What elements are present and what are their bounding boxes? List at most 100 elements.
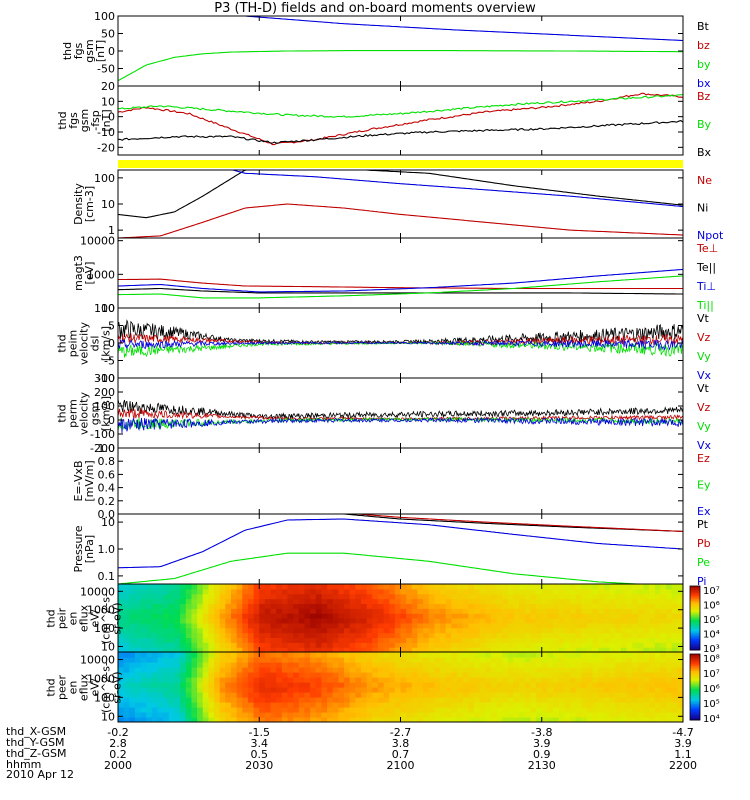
- heatmap-cell: [118, 677, 125, 683]
- heatmap-cell: [281, 692, 289, 698]
- heatmap-cell: [575, 712, 582, 718]
- heatmap-cell: [163, 593, 170, 600]
- heatmap-cell: [163, 613, 170, 619]
- heatmap-cell: [332, 632, 339, 639]
- heatmap-cell: [360, 637, 368, 643]
- heatmap-cell: [626, 593, 633, 600]
- heatmap-cell: [163, 657, 170, 663]
- heatmap-cell: [496, 588, 503, 595]
- heatmap-cell: [236, 608, 243, 614]
- heatmap-cell: [603, 632, 611, 639]
- heatmap-cell: [507, 608, 515, 614]
- heatmap-cell: [174, 627, 181, 634]
- heatmap-cell: [394, 618, 402, 624]
- heatmap-cell: [626, 687, 633, 693]
- heatmap-cell: [151, 692, 159, 698]
- heatmap-cell: [586, 687, 594, 693]
- ephemeris-value: 3.9: [674, 737, 692, 750]
- heatmap-cell: [598, 692, 605, 698]
- heatmap-cell: [530, 613, 537, 619]
- heatmap-cell: [479, 687, 486, 693]
- heatmap-cell: [310, 622, 317, 629]
- heatmap-cell: [163, 588, 170, 595]
- heatmap-cell: [451, 717, 458, 722]
- heatmap-cell: [553, 712, 560, 718]
- heatmap-cell: [219, 613, 226, 619]
- heatmap-cell: [603, 647, 611, 652]
- heatmap-cell: [457, 667, 464, 673]
- heatmap-cell: [185, 593, 193, 600]
- heatmap-cell: [151, 652, 159, 658]
- heatmap-cell: [440, 642, 447, 648]
- heatmap-cell: [620, 584, 628, 590]
- series-line-Vt-0: [118, 319, 683, 345]
- heatmap-cell: [496, 647, 503, 652]
- heatmap-cell: [666, 697, 673, 703]
- heatmap-cell: [293, 584, 300, 590]
- heatmap-cell: [231, 627, 238, 634]
- heatmap-cell: [649, 677, 656, 683]
- legend-entry: Bt: [697, 20, 710, 33]
- heatmap-cell: [440, 657, 447, 663]
- heatmap-cell: [264, 702, 272, 708]
- heatmap-cell: [586, 717, 594, 722]
- heatmap-cell: [457, 717, 464, 722]
- heatmap-cell: [208, 603, 215, 609]
- heatmap-cell: [383, 667, 390, 673]
- heatmap-cell: [383, 637, 390, 643]
- heatmap-cell: [643, 692, 650, 698]
- legend-entry: Vt: [697, 382, 710, 395]
- heatmap-cell: [423, 632, 430, 639]
- heatmap-cell: [298, 707, 306, 713]
- heatmap-cell: [666, 702, 673, 708]
- heatmap-cell: [632, 677, 639, 683]
- heatmap-cell: [293, 677, 300, 683]
- heatmap-cell: [310, 618, 317, 624]
- legend-entry: Vz: [697, 331, 711, 344]
- heatmap-cell: [349, 608, 356, 614]
- heatmap-cell: [620, 627, 628, 634]
- heatmap-cell: [417, 667, 424, 673]
- heatmap-cell: [123, 588, 130, 595]
- heatmap-cell: [581, 618, 588, 624]
- heatmap-cell: [666, 603, 673, 609]
- heatmap-cell: [389, 603, 396, 609]
- heatmap-cell: [287, 593, 294, 600]
- heatmap-cell: [406, 677, 413, 683]
- heatmap-cell: [366, 687, 373, 693]
- heatmap-cell: [281, 603, 289, 609]
- heatmap-cell: [564, 588, 571, 595]
- heatmap-cell: [270, 682, 277, 688]
- heatmap-cell: [157, 652, 164, 658]
- heatmap-cell: [547, 697, 554, 703]
- heatmap-cell: [264, 647, 272, 652]
- heatmap-cell: [468, 702, 475, 708]
- heatmap-cell: [400, 627, 407, 634]
- heatmap-cell: [236, 697, 243, 703]
- heatmap-cell: [129, 647, 136, 652]
- y-tick-label: 100: [94, 302, 115, 315]
- heatmap-cell: [146, 662, 153, 668]
- heatmap-cell: [276, 697, 283, 703]
- heatmap-cell: [654, 672, 661, 678]
- heatmap-cell: [547, 692, 554, 698]
- heatmap-cell: [462, 632, 469, 639]
- heatmap-cell: [338, 598, 345, 605]
- colorbar-cell: [690, 643, 700, 646]
- heatmap-cell: [428, 608, 435, 614]
- heatmap-cell: [332, 637, 339, 643]
- heatmap-cell: [626, 647, 633, 652]
- heatmap-cell: [524, 662, 532, 668]
- heatmap-cell: [191, 603, 198, 609]
- heatmap-cell: [315, 702, 322, 708]
- heatmap-cell: [389, 702, 396, 708]
- heatmap-cell: [338, 677, 345, 683]
- heatmap-cell: [338, 622, 345, 629]
- heatmap-cell: [502, 593, 509, 600]
- heatmap-cell: [129, 712, 136, 718]
- heatmap-cell: [236, 642, 243, 648]
- heatmap-cell: [519, 584, 526, 590]
- heatmap-cell: [242, 662, 249, 668]
- heatmap-cell: [168, 647, 176, 652]
- heatmap-cell: [366, 652, 373, 658]
